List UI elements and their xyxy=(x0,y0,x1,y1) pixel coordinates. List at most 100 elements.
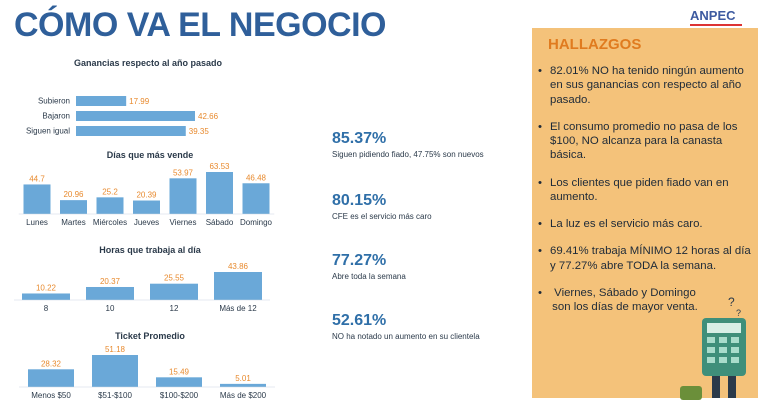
finding-item: • 69.41% trabaja MÍNIMO 12 horas al día y… xyxy=(538,244,754,273)
bar xyxy=(23,184,51,214)
data-label: 25.55 xyxy=(164,274,185,283)
bar xyxy=(86,286,134,300)
money-bag-icon xyxy=(680,386,702,400)
data-label: 10.22 xyxy=(36,283,57,292)
finding-item: • Viernes, Sábado y Domingo son los días … xyxy=(538,286,700,315)
bar xyxy=(150,283,198,300)
category-label: Subieron xyxy=(38,97,70,106)
bar xyxy=(76,96,127,106)
bullet-icon: • xyxy=(538,65,542,77)
bar xyxy=(76,111,195,121)
chart-title-ganancias: Ganancias respecto al año pasado xyxy=(74,58,223,68)
category-label: Domingo xyxy=(240,218,273,227)
data-label: 53.97 xyxy=(173,168,194,177)
data-label: 20.37 xyxy=(100,277,121,286)
data-label: 42.66 xyxy=(198,112,219,121)
bar xyxy=(206,172,233,214)
bar xyxy=(214,272,262,300)
finding-item: • Los clientes que piden fiado van en aum… xyxy=(538,176,754,205)
data-label: 63.53 xyxy=(209,162,230,171)
bar xyxy=(242,183,270,214)
category-label: 10 xyxy=(106,304,115,313)
category-label: Lunes xyxy=(26,218,48,227)
leg xyxy=(728,376,736,398)
bullet-icon: • xyxy=(538,176,542,189)
stat-fiado: 85.37% Siguen pidiendo fiado, 47.75% son… xyxy=(332,130,484,160)
bar xyxy=(76,126,186,136)
data-label: 20.39 xyxy=(136,191,157,200)
category-label: Martes xyxy=(61,218,85,227)
bar xyxy=(169,178,197,214)
bar xyxy=(22,293,70,300)
stat-cfe: 80.15% CFE es el servicio más caro xyxy=(332,192,432,222)
category-label: 12 xyxy=(170,304,179,313)
category-label: Viernes xyxy=(170,218,197,227)
finding-text: Los clientes que piden fiado van en aume… xyxy=(550,176,729,203)
category-label: $100-$200 xyxy=(160,391,199,400)
category-label: Más de 12 xyxy=(219,304,257,313)
finding-text: 82.01% NO ha tenido ningún aumento en su… xyxy=(550,65,744,106)
bullet-icon: • xyxy=(538,245,542,258)
bar xyxy=(96,197,124,214)
stat-percentage: 80.15% xyxy=(332,192,387,209)
calculator-screen xyxy=(707,323,741,333)
page-title: CÓMO VA EL NEGOCIO xyxy=(14,6,386,44)
finding-item: • La luz es el servicio más caro. xyxy=(538,217,754,231)
stat-clientela: 52.61% NO ha notado un aumento en su cli… xyxy=(332,312,492,342)
calculator-keys xyxy=(707,337,739,363)
category-label: Bajaron xyxy=(42,112,70,121)
finding-text: Viernes, Sábado y Domingo son los días d… xyxy=(552,286,698,313)
category-label: 8 xyxy=(44,304,49,313)
question-mark-icon: ? xyxy=(736,308,741,318)
findings-list: • 82.01% NO ha tenido ningún aumento en s… xyxy=(538,64,754,327)
findings-title: HALLAZGOS xyxy=(548,36,642,53)
anpec-logo: ANPEC xyxy=(690,8,742,26)
logo-underline xyxy=(690,24,742,26)
stat-description: Abre toda la semana xyxy=(332,272,406,281)
category-label: Más de $200 xyxy=(220,391,267,400)
finding-item: • El consumo promedio no pasa de los $100… xyxy=(538,120,754,163)
chart-title-horas: Horas que trabaja al día xyxy=(99,245,201,255)
data-label: 25.2 xyxy=(102,187,118,196)
data-label: 15.49 xyxy=(169,367,190,376)
question-mark-icon: ? xyxy=(728,296,735,309)
category-label: Jueves xyxy=(134,218,159,227)
leg xyxy=(712,376,720,398)
data-label: 20.96 xyxy=(63,190,84,199)
category-label: Siguen igual xyxy=(26,127,70,136)
data-label: 51.18 xyxy=(105,345,126,354)
bar xyxy=(60,200,87,214)
bullet-icon: • xyxy=(538,218,542,230)
bar xyxy=(133,200,160,214)
finding-text: El consumo promedio no pasa de los $100,… xyxy=(550,120,738,162)
stat-percentage: 77.27% xyxy=(332,252,387,269)
stat-description: NO ha notado un aumento en su clientela xyxy=(332,332,480,341)
chart-title-dias: Días que más vende xyxy=(106,150,194,160)
data-label: 44.7 xyxy=(29,174,45,183)
finding-text: 69.41% trabaja MÍNIMO 12 horas al día y … xyxy=(550,245,751,272)
bar xyxy=(156,377,202,387)
data-label: 43.86 xyxy=(228,262,249,271)
data-label: 17.99 xyxy=(129,97,150,106)
finding-text: La luz es el servicio más caro. xyxy=(550,218,703,230)
logo-text: ANPEC xyxy=(690,8,736,23)
bullet-icon: • xyxy=(538,286,542,299)
stat-description: Siguen pidiendo fiado, 47.75% son nuevos xyxy=(332,150,484,159)
calculator-person-illustration: ? ? xyxy=(680,296,746,400)
data-label: 46.48 xyxy=(246,173,267,182)
stat-semana: 77.27% Abre toda la semana xyxy=(332,252,406,282)
category-label: Sábado xyxy=(206,218,234,227)
bullet-icon: • xyxy=(538,120,542,133)
bar xyxy=(220,383,266,387)
stat-percentage: 85.37% xyxy=(332,130,387,147)
bar xyxy=(92,355,138,387)
category-label: Menos $50 xyxy=(31,391,71,400)
data-label: 5.01 xyxy=(235,374,251,383)
data-label: 28.32 xyxy=(41,359,62,368)
category-label: $51-$100 xyxy=(98,391,132,400)
stat-percentage: 52.61% xyxy=(332,312,387,329)
chart-title-ticket: Ticket Promedio xyxy=(115,331,185,341)
data-label: 39.35 xyxy=(189,127,210,136)
category-label: Miércoles xyxy=(93,218,127,227)
